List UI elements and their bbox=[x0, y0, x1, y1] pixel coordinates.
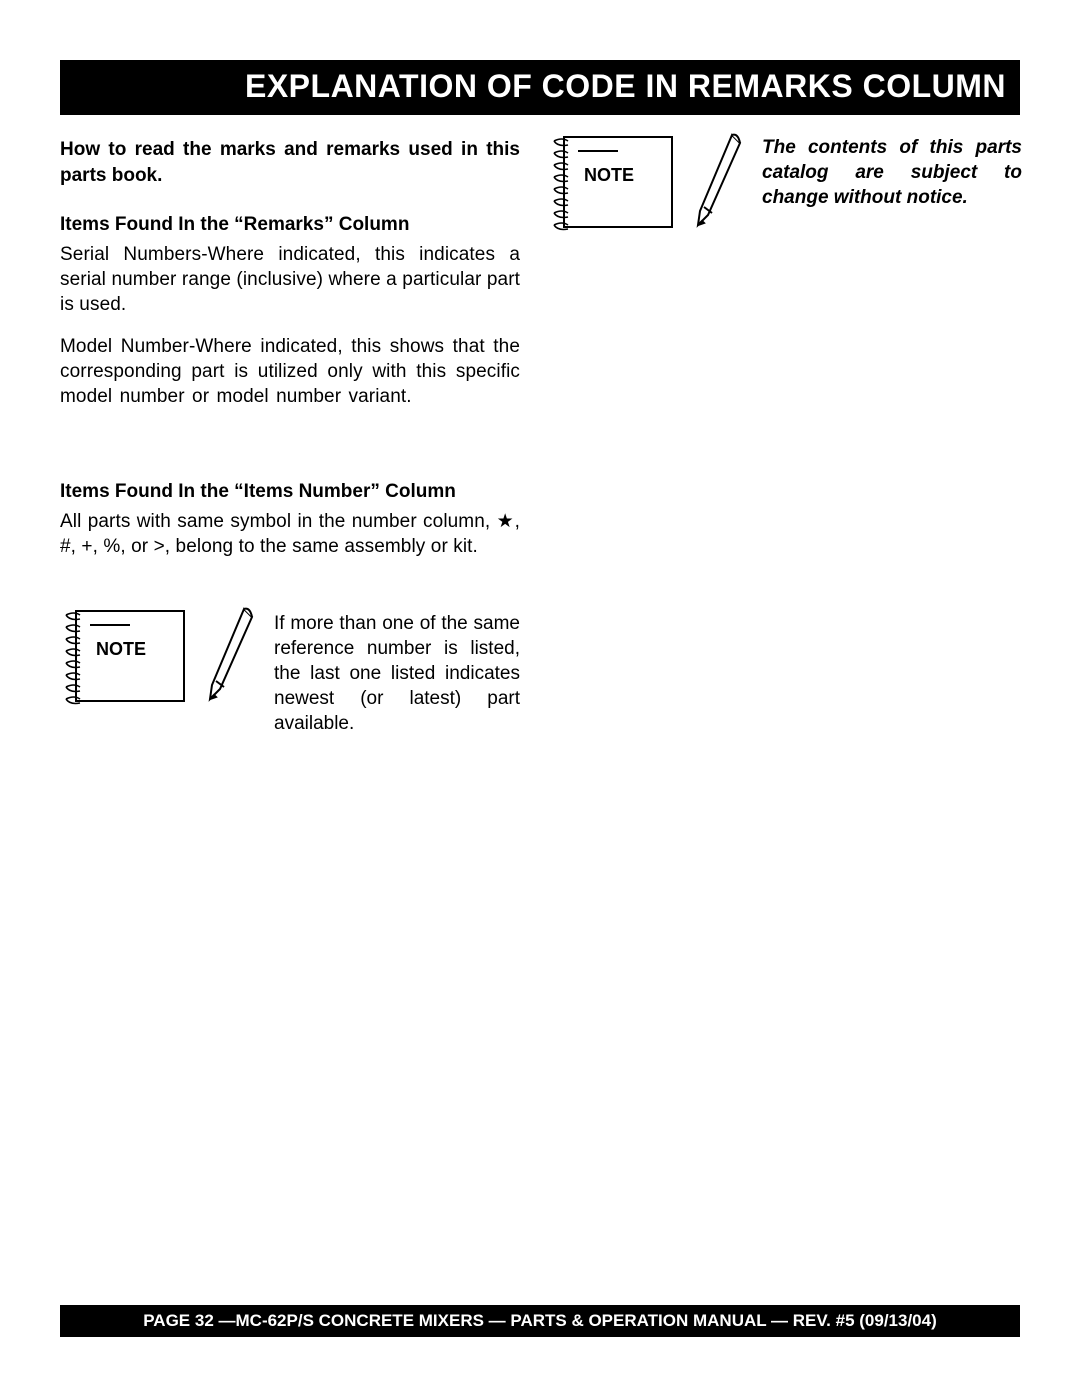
page-title-bar: EXPLANATION OF CODE IN REMARKS COLUMN bbox=[60, 60, 1020, 115]
intro-text: How to read the marks and remarks used i… bbox=[60, 137, 520, 188]
page: EXPLANATION OF CODE IN REMARKS COLUMN Ho… bbox=[0, 0, 1080, 1397]
remarks-heading: Items Found In the “Remarks” Column bbox=[60, 214, 520, 236]
left-column: How to read the marks and remarks used i… bbox=[60, 137, 520, 736]
pencil-icon bbox=[692, 131, 744, 236]
items-number-para: All parts with same symbol in the number… bbox=[60, 509, 520, 559]
note-label-left: NOTE bbox=[96, 639, 146, 660]
notepad-icon: NOTE bbox=[60, 605, 186, 705]
footer-bar: PAGE 32 —MC-62P/S CONCRETE MIXERS — PART… bbox=[60, 1305, 1020, 1337]
note-block-left: NOTE If more than one of the same refere… bbox=[60, 605, 520, 736]
footer-text: PAGE 32 —MC-62P/S CONCRETE MIXERS — PART… bbox=[143, 1311, 937, 1330]
remarks-para-2: Model Number-Where indicated, this shows… bbox=[60, 334, 520, 409]
items-number-heading: Items Found In the “Items Number” Column bbox=[60, 481, 520, 503]
right-column: NOTE The contents of this parts catalog … bbox=[548, 137, 1020, 736]
notepad-icon: NOTE bbox=[548, 131, 674, 231]
two-column-layout: How to read the marks and remarks used i… bbox=[60, 137, 1020, 736]
note-text-right: The contents of this parts catalog are s… bbox=[762, 135, 1022, 210]
page-title: EXPLANATION OF CODE IN REMARKS COLUMN bbox=[245, 68, 1006, 104]
note-block-right: NOTE The contents of this parts catalog … bbox=[548, 131, 1022, 236]
remarks-para-1: Serial Numbers-Where indicated, this ind… bbox=[60, 242, 520, 317]
pencil-icon bbox=[204, 605, 256, 710]
note-label-right: NOTE bbox=[584, 165, 634, 186]
note-text-left: If more than one of the same reference n… bbox=[274, 611, 520, 736]
section-spacer bbox=[60, 425, 520, 481]
